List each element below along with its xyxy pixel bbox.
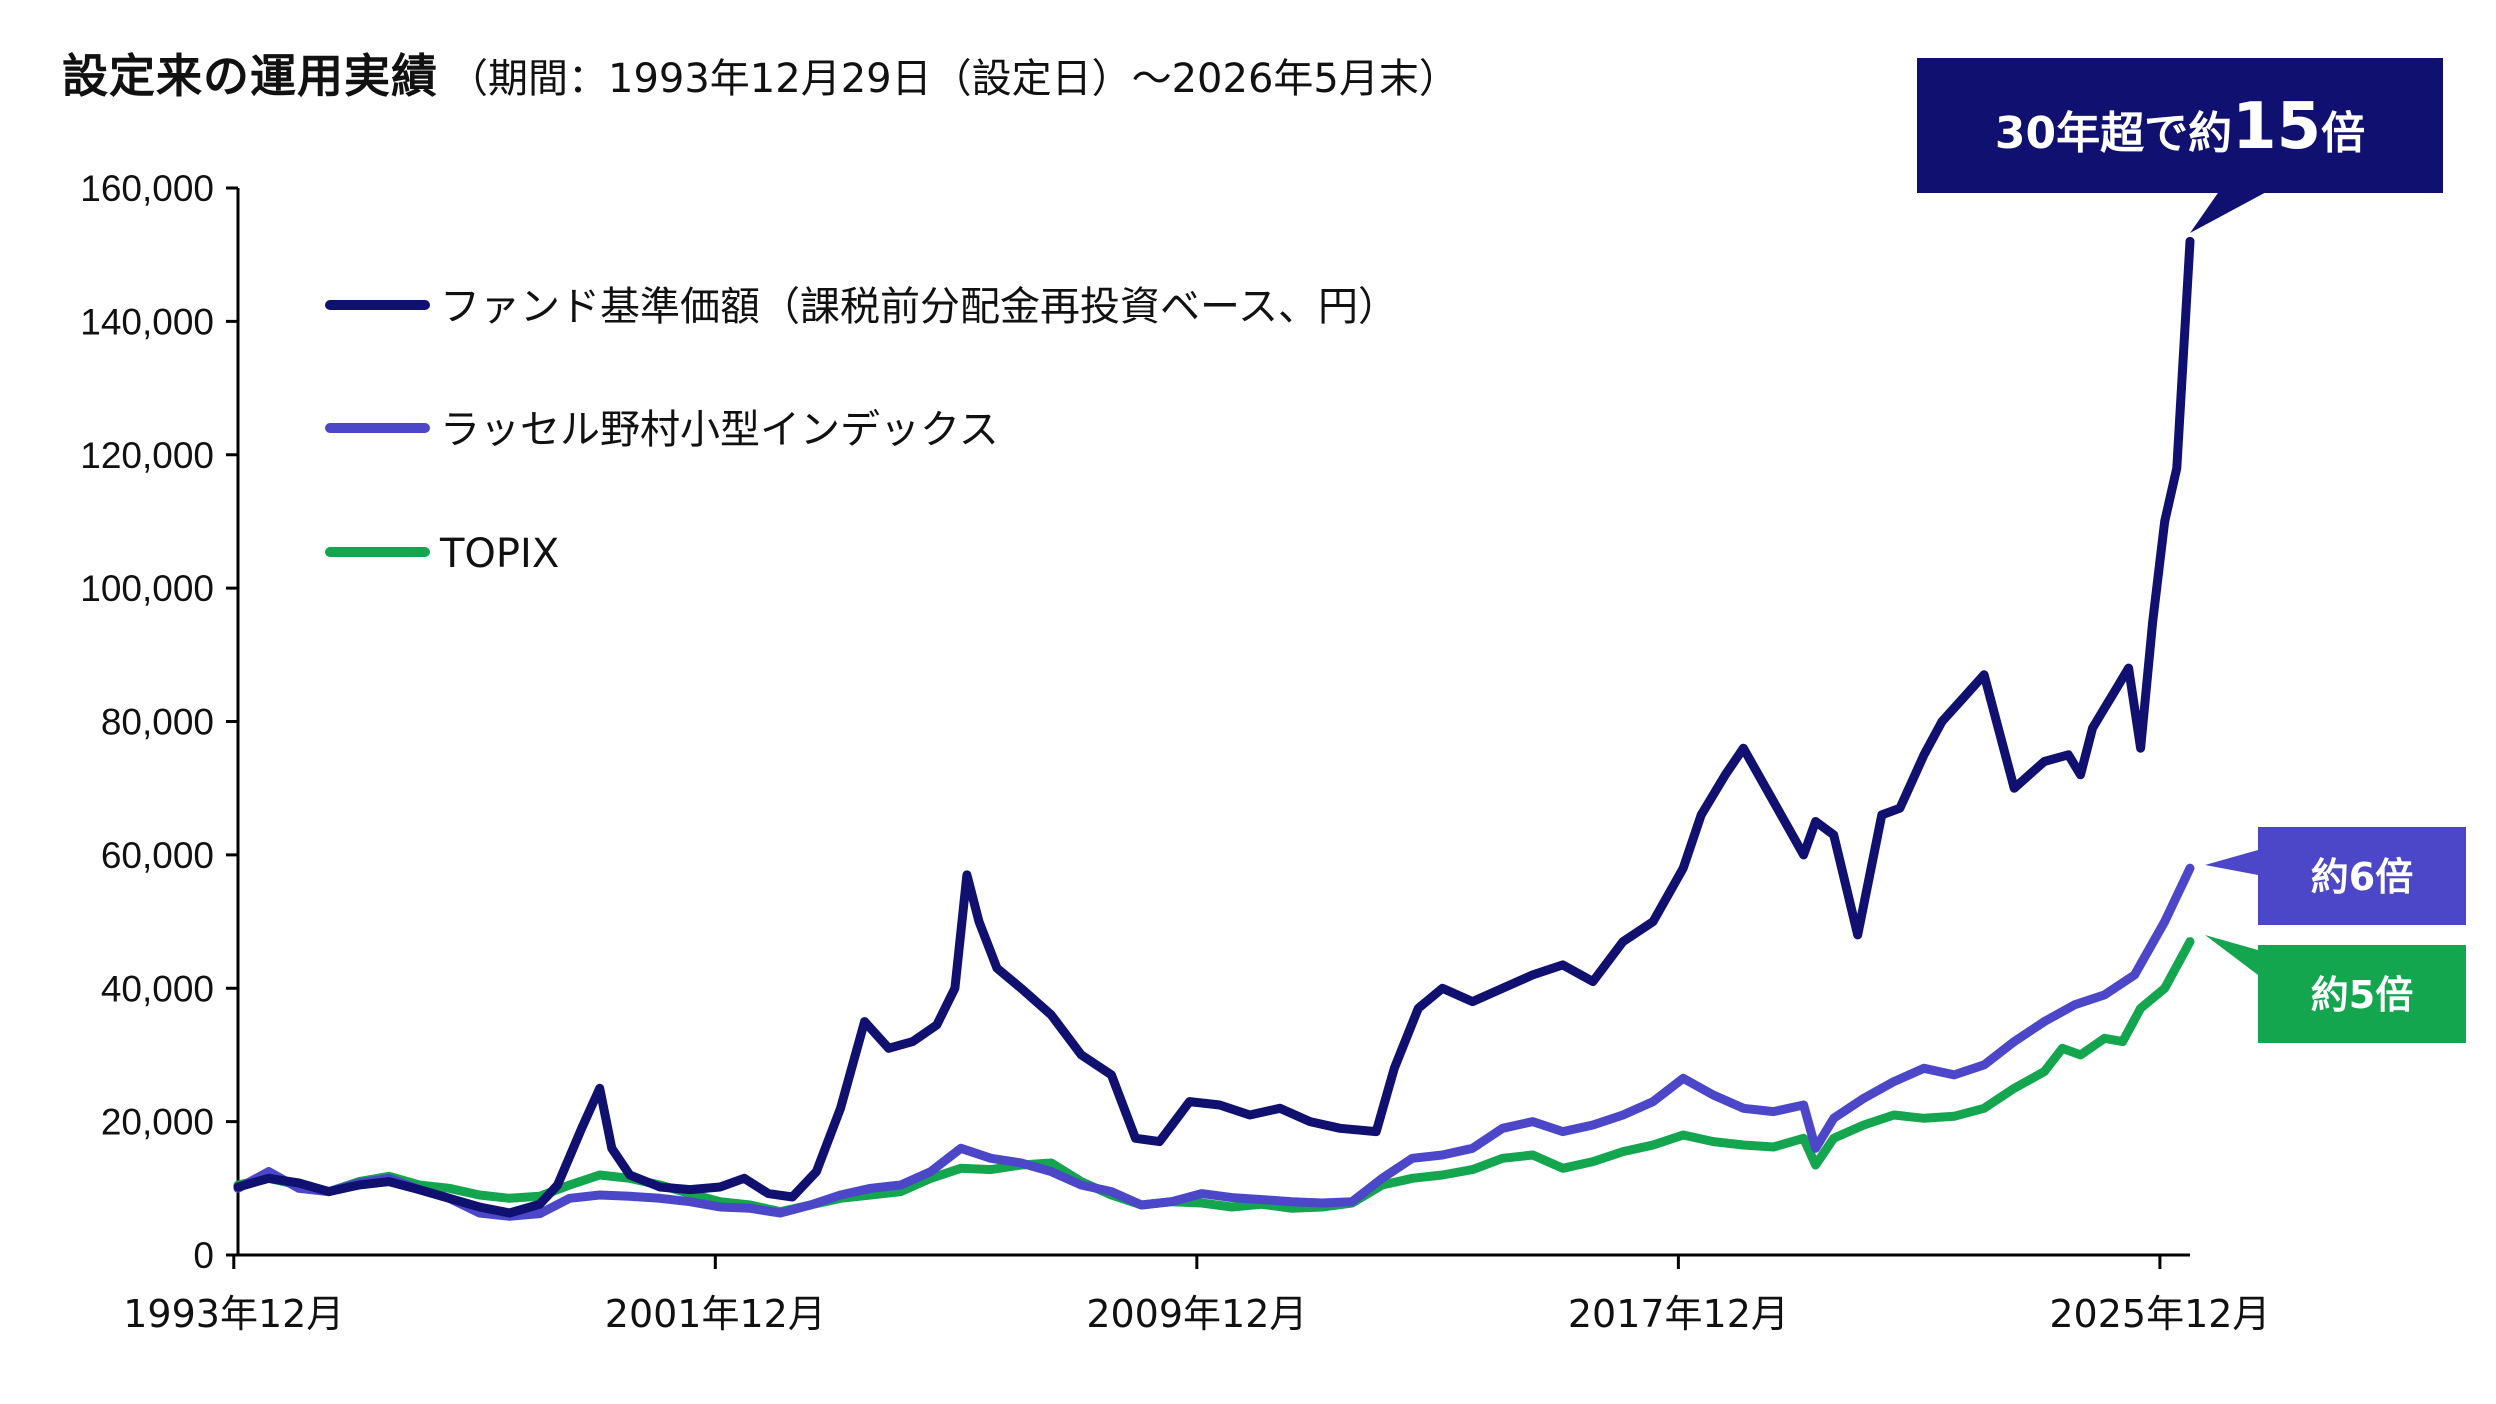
legend-label-fund: ファンド基準価額（課税前分配金再投資ベース、円） bbox=[440, 284, 1398, 330]
legend: ファンド基準価額（課税前分配金再投資ベース、円） ラッセル野村小型インデックス … bbox=[325, 284, 1398, 577]
y-tick-label: 160,000 bbox=[80, 168, 214, 209]
callout-topix-box bbox=[2258, 945, 2466, 1043]
legend-item-russell: ラッセル野村小型インデックス bbox=[325, 407, 999, 453]
y-tick-label: 40,000 bbox=[101, 968, 214, 1009]
y-tick-label: 60,000 bbox=[101, 835, 214, 876]
y-tick-label: 20,000 bbox=[101, 1102, 214, 1143]
y-tick-label: 140,000 bbox=[80, 301, 214, 342]
series-line-topix bbox=[233, 937, 2195, 1217]
series-line-fund bbox=[233, 236, 2195, 1218]
callout-russell-box bbox=[2258, 827, 2466, 925]
callout-fund-box bbox=[1917, 58, 2443, 193]
callout-fund: 30年超で約15倍 bbox=[1917, 58, 2443, 233]
callout-russell-text: 約6倍 bbox=[2311, 855, 2413, 899]
callout-topix: 約5倍 bbox=[2205, 935, 2466, 1043]
chart-title: 設定来の運用実績 bbox=[62, 49, 438, 103]
series-line-russell bbox=[233, 863, 2195, 1221]
callout-fund-pointer bbox=[2190, 190, 2270, 233]
legend-label-topix: TOPIX bbox=[439, 531, 559, 577]
legend-label-russell: ラッセル野村小型インデックス bbox=[440, 407, 999, 453]
callout-topix-pointer bbox=[2205, 935, 2258, 975]
x-tick-label: 2017年12月 bbox=[1568, 1292, 1789, 1336]
x-ticks: 1993年12月 2001年12月 2009年12月 2017年12月 2025年12月 bbox=[123, 1255, 2270, 1336]
x-tick-label: 2009年12月 bbox=[1086, 1292, 1307, 1336]
callout-russell: 約6倍 bbox=[2205, 827, 2466, 925]
callout-fund-text: 30年超で約15倍 bbox=[1995, 90, 2365, 164]
chart-title-block: 設定来の運用実績 （期間：1993年12月29日（設定日）～2026年5月末） bbox=[62, 40, 1459, 106]
y-tick-label: 120,000 bbox=[80, 435, 214, 476]
x-tick-label: 2001年12月 bbox=[605, 1292, 826, 1336]
series-layer bbox=[233, 236, 2195, 1221]
x-tick-label: 2025年12月 bbox=[2049, 1292, 2270, 1336]
y-tick-label: 0 bbox=[193, 1235, 214, 1276]
callout-topix-text: 約5倍 bbox=[2311, 973, 2413, 1017]
y-tick-label: 80,000 bbox=[101, 702, 214, 743]
legend-item-topix: TOPIX bbox=[325, 531, 559, 577]
callout-russell-pointer bbox=[2205, 850, 2258, 875]
x-tick-label: 1993年12月 bbox=[123, 1292, 344, 1336]
y-ticks: 0 20,000 40,000 60,000 80,000 100,000 120,000 1… bbox=[80, 168, 238, 1276]
legend-item-fund: ファンド基準価額（課税前分配金再投資ベース、円） bbox=[325, 284, 1398, 330]
chart-subtitle: （期間：1993年12月29日（設定日）～2026年5月末） bbox=[448, 56, 1459, 102]
y-tick-label: 100,000 bbox=[80, 568, 214, 609]
axes: 0 20,000 40,000 60,000 80,000 100,000 120,000 1… bbox=[80, 168, 2270, 1336]
